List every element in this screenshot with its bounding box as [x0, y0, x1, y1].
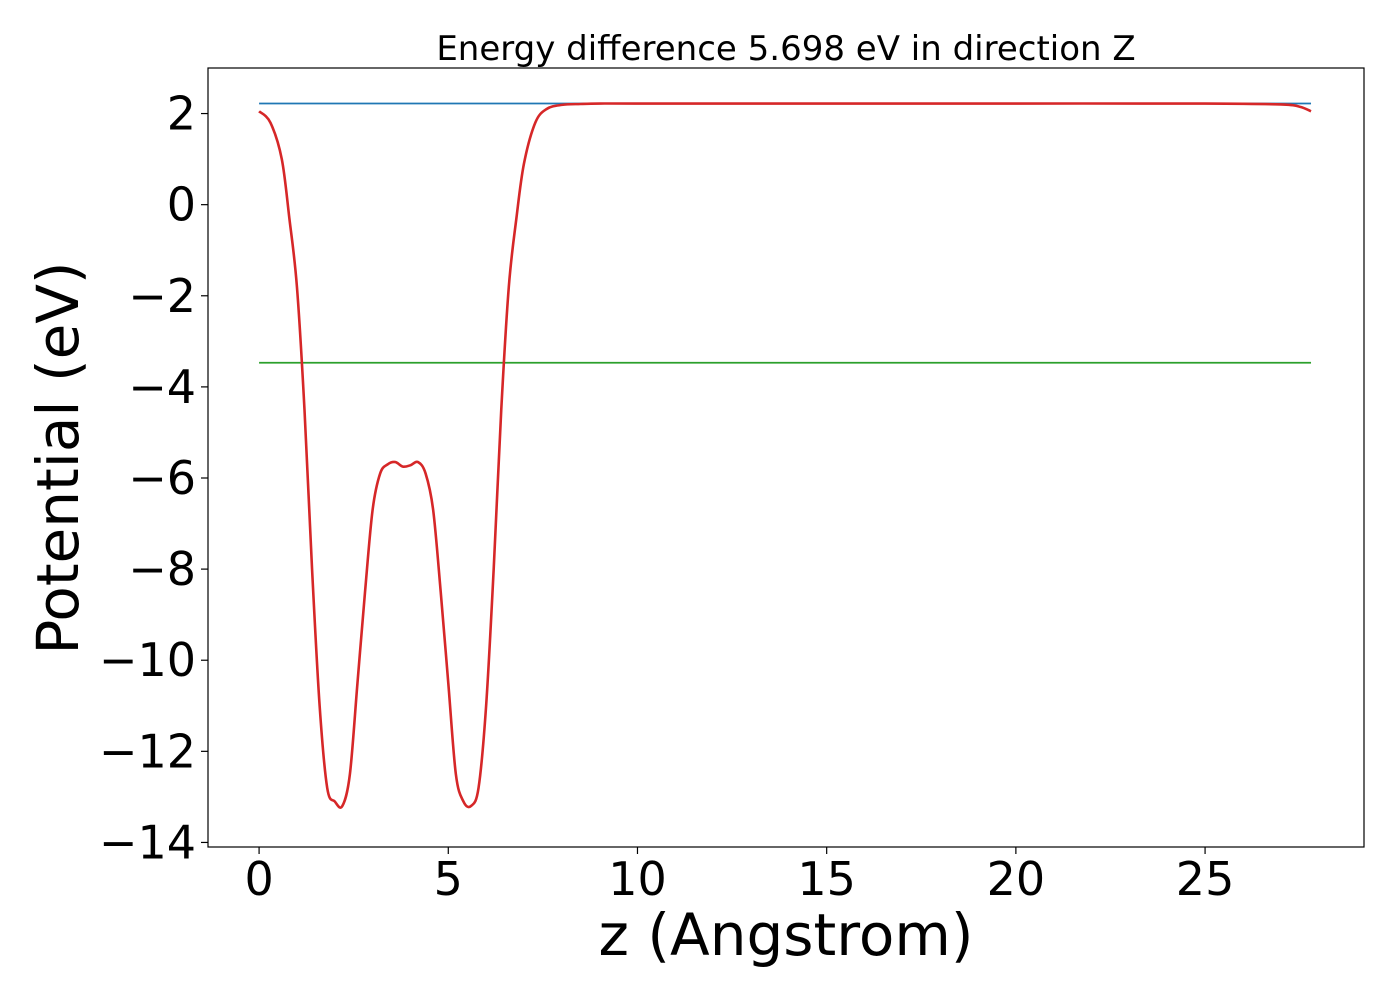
chart-title: Energy difference 5.698 eV in direction …: [436, 29, 1135, 69]
x-tick-label: 5: [434, 852, 463, 906]
y-tick-label: −14: [99, 815, 196, 869]
y-tick-label: 0: [167, 178, 196, 232]
y-tick-label: −8: [128, 542, 196, 596]
y-tick-label: −6: [128, 451, 196, 505]
x-tick-label: 25: [1176, 852, 1235, 906]
y-tick-label: −2: [128, 269, 196, 323]
x-axis-ticks: 0 5 10 15 20 25: [244, 847, 1234, 906]
y-axis-ticks: 2 0 −2 −4 −6 −8 −10 −12 −14: [99, 87, 208, 869]
y-tick-label: −4: [128, 360, 196, 414]
y-tick-label: 2: [167, 87, 196, 141]
y-tick-label: −10: [99, 633, 196, 687]
potential-curve: [258, 102, 1312, 809]
x-tick-label: 0: [244, 852, 273, 906]
x-tick-label: 20: [987, 852, 1046, 906]
x-tick-label: 15: [797, 852, 856, 906]
plot-area: [258, 102, 1312, 809]
x-tick-label: 10: [608, 852, 667, 906]
y-axis-label: Potential (eV): [24, 261, 92, 654]
axes-frame: [207, 67, 1365, 848]
y-tick-label: −12: [99, 724, 196, 778]
x-axis-label: z (Angstrom): [599, 901, 974, 969]
